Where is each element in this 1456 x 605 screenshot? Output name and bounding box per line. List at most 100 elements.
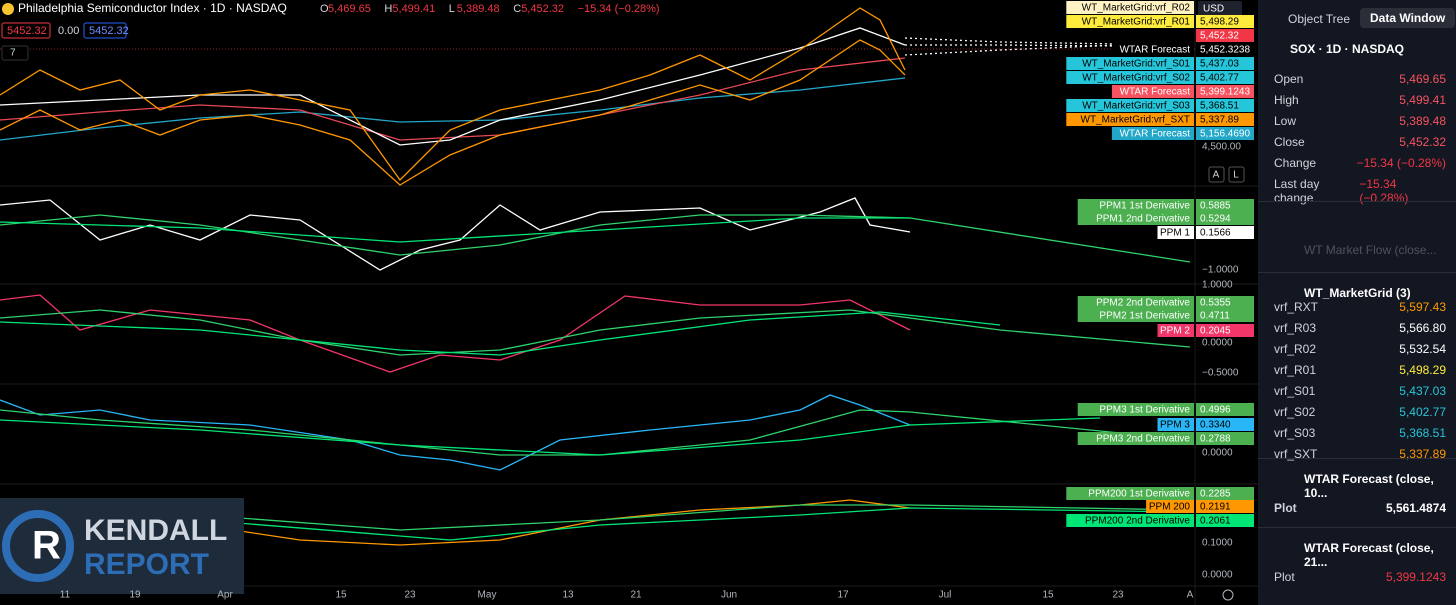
row-key: vrf_SXT xyxy=(1274,447,1318,461)
data-row: vrf_R03 5,566.80 xyxy=(1274,321,1446,335)
label-name: WT_MarketGrid:vrf_R01 xyxy=(1082,17,1191,28)
section-title[interactable]: WT_MarketGrid (3) xyxy=(1304,286,1411,300)
label-name: PPM2 2nd Derivative xyxy=(1096,298,1190,309)
label-name: WTAR Forecast xyxy=(1120,129,1191,140)
row-key: vrf_RXT xyxy=(1274,300,1319,314)
row-value: 5,597.43 xyxy=(1399,300,1446,314)
row-value: 5,389.48 xyxy=(1399,114,1446,128)
data-row: vrf_S03 5,368.51 xyxy=(1274,426,1446,440)
scale-button-label: A xyxy=(1213,170,1220,181)
label-value: 5,452.32 xyxy=(1200,31,1239,42)
separator xyxy=(1258,527,1456,528)
label-value: 0.5885 xyxy=(1200,201,1231,212)
logo: R KENDALL REPORT xyxy=(0,498,244,594)
bid: 5452.32 xyxy=(7,25,47,37)
row-value: 5,469.65 xyxy=(1399,72,1446,86)
label-name: WTAR Forecast xyxy=(1120,87,1191,98)
name-box xyxy=(1077,432,1194,445)
section-title[interactable]: WTAR Forecast (close, 21... xyxy=(1304,541,1434,569)
x-axis-label: 19 xyxy=(129,590,141,601)
label-name: PPM 2 xyxy=(1160,326,1190,337)
section-title[interactable]: WTAR Forecast (close, 10... xyxy=(1304,472,1434,500)
section-title: WT Market Flow (close... xyxy=(1304,243,1437,257)
bid-box xyxy=(1,22,51,39)
value-box xyxy=(1196,15,1254,28)
tab-active[interactable]: Data Window xyxy=(1360,8,1456,28)
name-box xyxy=(1077,403,1194,416)
row-value: 5,452.32 xyxy=(1399,135,1446,149)
pane-axis-label: −0.5000 xyxy=(1202,368,1239,379)
data-row: vrf_SXT 5,337.89 xyxy=(1274,447,1446,461)
row-value: 5,437.03 xyxy=(1399,384,1446,398)
label-name: WT_MarketGrid:vrf_S03 xyxy=(1082,101,1190,112)
label-value: 5,399.1243 xyxy=(1200,87,1250,98)
settings-icon[interactable] xyxy=(1222,589,1234,601)
label-value: 0.3340 xyxy=(1200,420,1231,431)
data-row: vrf_R01 5,498.29 xyxy=(1274,363,1446,377)
name-box xyxy=(1066,57,1194,70)
currency-btn[interactable] xyxy=(1198,1,1242,17)
ohlc-value: 5,499.41 xyxy=(392,3,435,15)
x-axis-label: 13 xyxy=(562,590,574,601)
label-value: 5,402.77 xyxy=(1200,73,1239,84)
label-value: 5,437.03 xyxy=(1200,59,1239,70)
label-name: WT_MarketGrid:vrf_S02 xyxy=(1082,73,1190,84)
label-name: WT_MarketGrid:vrf_S01 xyxy=(1082,59,1190,70)
logo-text: KENDALL xyxy=(84,514,227,547)
x-axis-label: 11 xyxy=(60,590,71,601)
label-value: 5,452.3238 xyxy=(1200,45,1250,56)
pane-axis-label: 0.1000 xyxy=(1202,538,1233,549)
x-axis-label: May xyxy=(478,590,497,601)
data-row: Plot 5,561.4874 xyxy=(1274,501,1446,515)
label-value: 0.2788 xyxy=(1200,434,1231,445)
scale-button[interactable] xyxy=(1208,166,1225,183)
spread: 0.00 xyxy=(58,25,79,37)
value-box xyxy=(1196,99,1254,112)
value-box xyxy=(1196,309,1254,322)
label-value: 0.2045 xyxy=(1200,326,1231,337)
price-axis-label: 4,500.00 xyxy=(1202,142,1241,153)
row-key: High xyxy=(1274,93,1299,107)
row-key: Plot xyxy=(1274,501,1297,515)
label-name: WT_MarketGrid:vrf_SXT xyxy=(1081,115,1190,126)
data-row: Low 5,389.48 xyxy=(1274,114,1446,128)
header: Philadelphia Semiconductor Index · 1D · … xyxy=(2,1,287,15)
symbol-icon xyxy=(2,3,14,15)
value-box xyxy=(1196,113,1254,126)
label-value: 0.2191 xyxy=(1200,502,1231,513)
x-axis-label: Apr xyxy=(217,590,233,601)
row-value: 5,498.29 xyxy=(1399,363,1446,377)
x-axis-label: 15 xyxy=(335,590,347,601)
row-key: Low xyxy=(1274,114,1297,128)
ohlc-value: H xyxy=(384,3,392,15)
ohlc-value: 5,389.48 xyxy=(457,3,500,15)
value-box xyxy=(1196,43,1254,56)
label-name: WT_MarketGrid:vrf_R02 xyxy=(1082,3,1191,14)
ohlc-value: L xyxy=(449,3,455,15)
tab[interactable]: Object Tree xyxy=(1288,12,1351,26)
data-row: vrf_S02 5,402.77 xyxy=(1274,405,1446,419)
ohlc-value: −15.34 (−0.28%) xyxy=(578,3,660,15)
label-value: 5,337.89 xyxy=(1200,115,1239,126)
value-box xyxy=(1196,127,1254,140)
name-box xyxy=(1077,296,1194,309)
row-value: 5,561.4874 xyxy=(1385,501,1446,515)
name-box xyxy=(1066,113,1194,126)
row-key: vrf_S03 xyxy=(1274,426,1316,440)
data-row: vrf_S01 5,437.03 xyxy=(1274,384,1446,398)
label-name: PPM200 1st Derivative xyxy=(1088,489,1190,500)
currency: USD xyxy=(1203,4,1224,15)
row-value: 5,337.89 xyxy=(1399,447,1446,461)
x-axis-label: A xyxy=(1187,590,1194,601)
row-value: 5,402.77 xyxy=(1399,405,1446,419)
label-name: PPM 1 xyxy=(1160,228,1190,239)
indicators-toggle[interactable] xyxy=(1,45,29,61)
data-row: Change −15.34 (−0.28%) xyxy=(1274,156,1446,170)
name-box xyxy=(1066,487,1194,500)
separator xyxy=(1258,458,1456,459)
row-key: vrf_R01 xyxy=(1274,363,1317,377)
pane-axis-label: 0.0000 xyxy=(1202,338,1233,349)
value-box xyxy=(1196,514,1254,527)
value-box xyxy=(1196,226,1254,239)
scale-button[interactable] xyxy=(1228,166,1245,183)
